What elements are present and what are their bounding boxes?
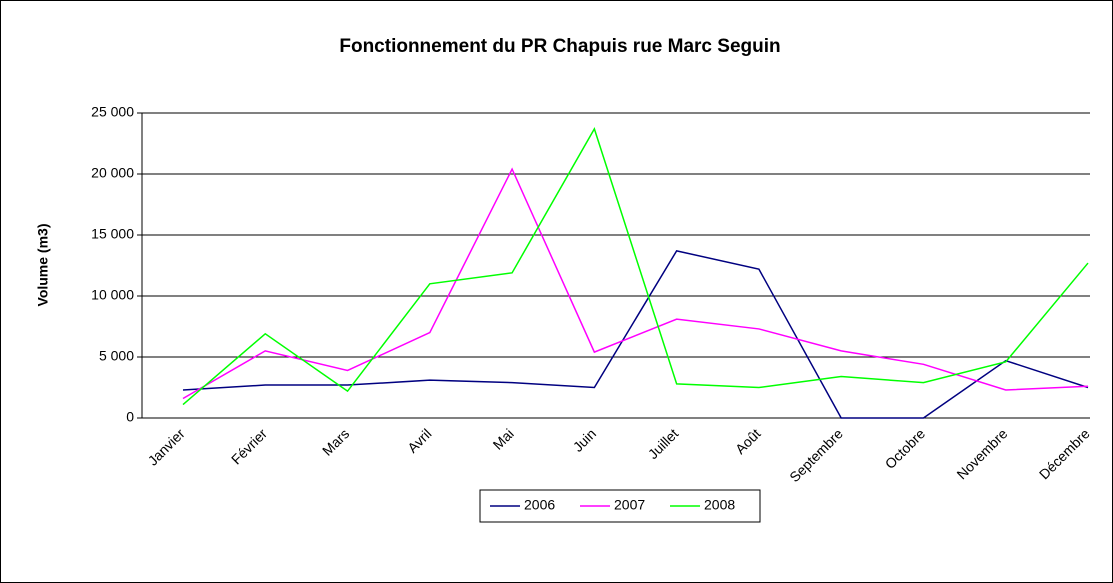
y-tick-label: 0 <box>126 409 134 425</box>
y-tick-label: 15 000 <box>91 226 134 242</box>
legend-label: 2008 <box>704 497 735 513</box>
y-tick-label: 10 000 <box>91 287 134 303</box>
legend-label: 2007 <box>614 497 645 513</box>
y-axis-label: Volume (m3) <box>35 224 51 307</box>
y-tick-label: 5 000 <box>99 348 134 364</box>
y-tick-label: 25 000 <box>91 104 134 120</box>
series-line <box>182 167 1089 400</box>
legend-label: 2006 <box>524 497 555 513</box>
series-line <box>182 127 1089 406</box>
chart-title: Fonctionnement du PR Chapuis rue Marc Se… <box>339 36 780 57</box>
legend-box <box>479 489 761 523</box>
y-tick-label: 20 000 <box>91 165 134 181</box>
series-line <box>182 250 1089 419</box>
